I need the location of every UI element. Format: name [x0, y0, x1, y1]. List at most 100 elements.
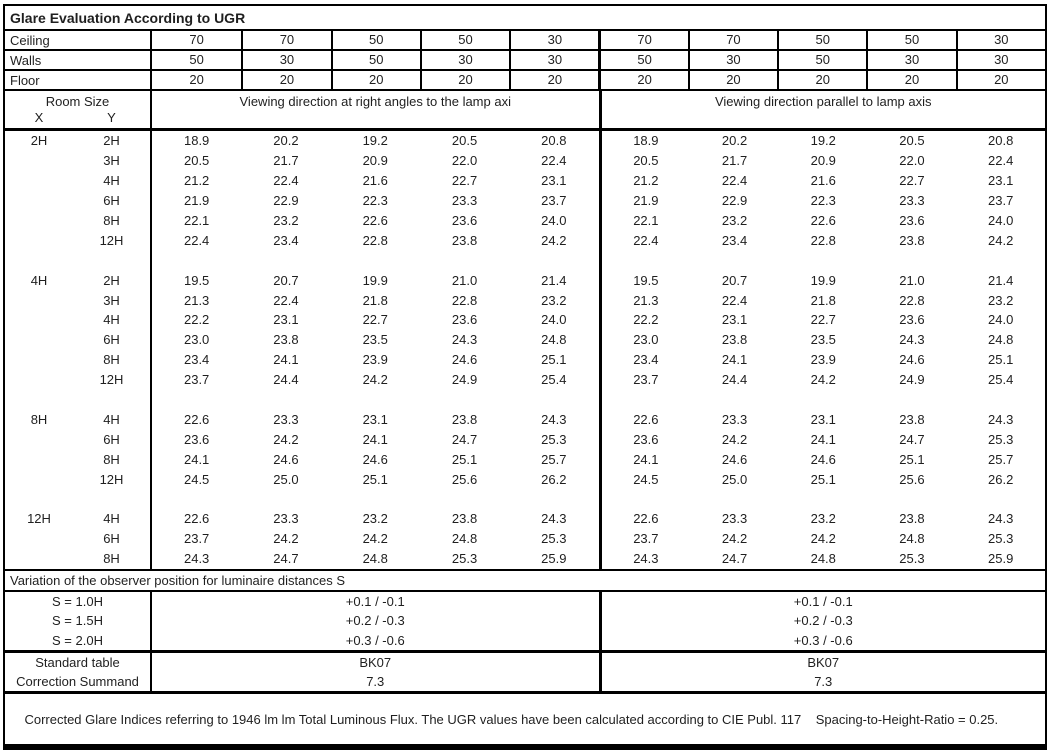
surface-row: Floor 20 20 20 20 20 20 20 20 20 20	[5, 71, 1045, 91]
ugr-value: 24.2	[721, 431, 748, 447]
room-size-cell: 8H	[5, 449, 152, 470]
room-y-label: 12H	[99, 471, 124, 487]
ugr-value: 21.2	[183, 173, 210, 189]
ugr-value: 24.2	[362, 531, 388, 547]
surface-value-cell: 20	[189, 72, 204, 87]
ugr-value: 24.6	[362, 451, 388, 467]
ugr-value: 24.8	[810, 551, 836, 567]
ugr-value: 23.0	[183, 332, 210, 348]
ugr-value: 25.3	[451, 551, 478, 567]
variation-row: S = 1.0H +0.1 / -0.1 +0.1 / -0.1	[5, 591, 1045, 611]
ugr-value: 24.7	[721, 551, 748, 567]
ugr-value: 26.2	[541, 471, 567, 487]
ugr-value: 25.9	[541, 551, 567, 567]
ugr-value: 19.2	[362, 133, 388, 149]
ugr-value: 23.8	[451, 511, 478, 527]
ugr-value: 21.6	[810, 173, 836, 189]
right-half: 21.3 22.4 21.8 22.8 23.2	[598, 290, 1046, 311]
left-half: 21.9 22.9 22.3 23.3 23.7	[152, 191, 599, 211]
surface-value-cell: 20	[777, 71, 866, 89]
ugr-value: 23.4	[183, 352, 210, 368]
ugr-row: 6H 21.9 22.9 22.3 23.3 23.7 21.9 22.9 22.3 23.3 23…	[5, 190, 1045, 211]
surface-value-cell: 50	[866, 31, 955, 49]
ugr-value: 22.4	[721, 292, 748, 308]
surface-value-cell: 30	[419, 51, 509, 69]
spacer-row	[5, 489, 1045, 509]
room-size-cell: 3H	[5, 150, 152, 171]
surface-value-cell: 50	[189, 52, 204, 67]
ugr-value: 24.3	[988, 411, 1014, 427]
ugr-value: 22.6	[810, 213, 836, 228]
right-half: 24.3 24.7 24.8 25.3 25.9	[598, 548, 1046, 569]
ugr-value: 25.1	[810, 471, 836, 487]
ugr-value: 22.6	[362, 213, 388, 228]
right-half: 23.7 24.2 24.2 24.8 25.3	[598, 528, 1046, 549]
ugr-value: 24.7	[899, 431, 925, 447]
surface-value-cell: 20	[955, 71, 1045, 89]
room-y-label: 4H	[103, 173, 120, 189]
ugr-row: 12H 4H 22.6 23.3 23.2 23.8 24.3 22.6 23.3 23.2 23.…	[5, 508, 1045, 529]
spacer-row	[5, 389, 1045, 410]
variation-value-right: +0.3 / -0.6	[598, 630, 1046, 650]
ugr-value: 24.3	[899, 332, 925, 348]
ugr-value: 24.0	[541, 312, 567, 328]
ugr-value: 23.2	[810, 511, 836, 527]
room-y-label: 6H	[103, 193, 120, 209]
ugr-value: 24.0	[988, 213, 1014, 228]
ugr-value: 23.4	[633, 352, 659, 368]
ugr-value: 24.2	[541, 232, 567, 248]
left-half: 24.5 25.0 25.1 25.6 26.2	[152, 469, 599, 489]
left-half: 24.3 24.7 24.8 25.3 25.9	[152, 549, 599, 569]
surface-row-label: Walls	[5, 51, 152, 69]
surface-reflectance-section: Ceiling 70 70 50 50 30 70 70 50 50 30 Walls 50 30 50 30…	[5, 31, 1045, 91]
ugr-value: 22.2	[633, 312, 659, 328]
ugr-value: 22.4	[273, 173, 299, 189]
variation-label: S = 1.5H	[5, 610, 152, 631]
ugr-value: 19.9	[810, 272, 836, 288]
ugr-value: 22.3	[810, 193, 836, 209]
surface-value-cell: 50	[419, 31, 509, 49]
left-half: 23.7 24.4 24.2 24.9 25.4	[152, 370, 599, 390]
room-size-cell: 6H	[5, 528, 152, 549]
ugr-value: 22.3	[362, 193, 388, 209]
ugr-value: 24.1	[721, 352, 748, 368]
ugr-value: 23.8	[899, 511, 925, 527]
ugr-value: 23.5	[810, 332, 836, 348]
ugr-value: 21.4	[541, 272, 567, 288]
ugr-value: 20.7	[721, 272, 748, 288]
ugr-value: 25.4	[988, 372, 1014, 388]
ugr-value: 23.2	[988, 292, 1014, 308]
room-size-cell: 8H	[5, 210, 152, 231]
page-title: Glare Evaluation According to UGR	[10, 9, 246, 26]
ugr-value: 20.2	[721, 133, 748, 149]
xy-labels: X Y	[5, 110, 150, 126]
ugr-value: 20.9	[810, 153, 836, 169]
ugr-value: 24.6	[273, 451, 299, 467]
room-y-label: 8H	[103, 451, 120, 467]
footer-text: Corrected Glare Indices referring to 194…	[24, 712, 999, 727]
ugr-value: 24.2	[273, 531, 299, 547]
ugr-value: 25.6	[899, 471, 925, 487]
spacer-row	[5, 250, 1045, 271]
ugr-value: 22.0	[899, 153, 925, 169]
surface-value-cell: 20	[419, 71, 509, 89]
surface-value-cell: 50	[777, 31, 866, 49]
left-half: 23.6 24.2 24.1 24.7 25.3	[152, 429, 599, 449]
ugr-value: 22.2	[183, 312, 210, 328]
room-size-cell: 4H	[5, 170, 152, 191]
ugr-value: 21.8	[362, 292, 388, 308]
surface-value-cell: 20	[509, 71, 598, 89]
ugr-row: 8H 24.1 24.6 24.6 25.1 25.7 24.1 24.6 24.6 25.1 25…	[5, 449, 1045, 470]
ugr-value: 23.1	[362, 411, 388, 427]
summary-row: Standard table BK07 BK07	[5, 652, 1045, 672]
ugr-value: 24.7	[273, 551, 299, 567]
right-half: 22.1 23.2 22.6 23.6 24.0	[598, 210, 1046, 231]
room-size-cell: 6H	[5, 429, 152, 450]
ugr-value: 22.4	[273, 292, 299, 308]
ugr-value: 24.3	[633, 551, 659, 567]
ugr-value: 24.9	[451, 372, 478, 388]
ugr-value: 22.1	[633, 213, 659, 228]
surface-value-cell: 30	[866, 51, 955, 69]
ugr-value: 25.0	[273, 471, 299, 487]
ugr-value: 24.8	[988, 332, 1014, 348]
